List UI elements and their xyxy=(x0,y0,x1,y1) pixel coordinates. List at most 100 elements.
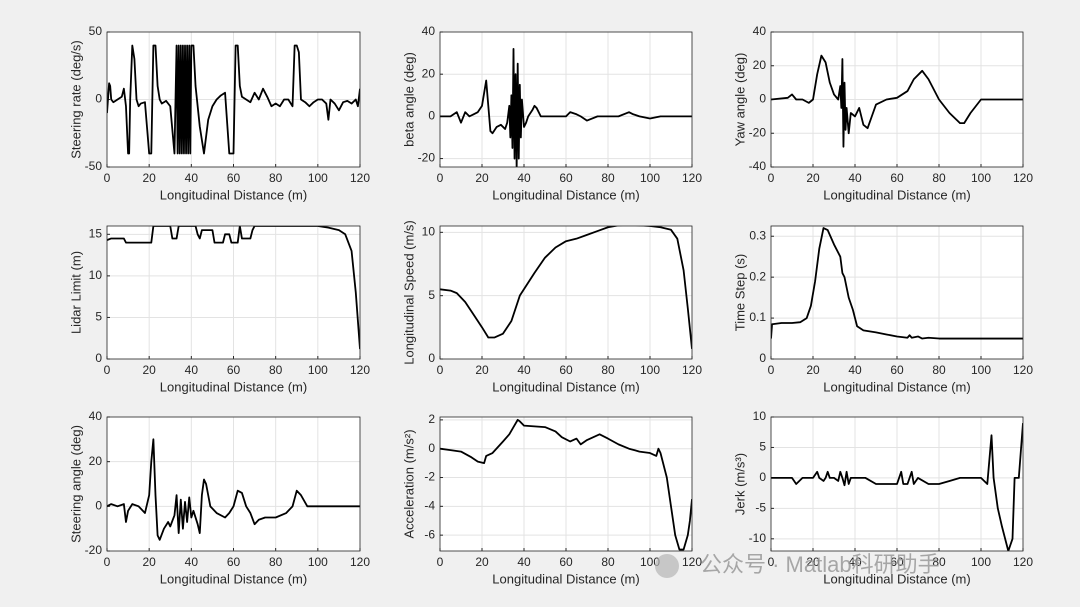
series xyxy=(771,54,1023,148)
y-tick-label: 15 xyxy=(89,226,103,240)
data-line xyxy=(107,44,360,155)
x-tick-label: 120 xyxy=(1013,363,1033,377)
y-tick-label: 0 xyxy=(95,351,102,365)
data-line xyxy=(107,438,360,541)
y-tick-label: -40 xyxy=(749,159,767,173)
series xyxy=(440,418,692,551)
x-tick-label: 80 xyxy=(932,363,946,377)
x-tick-label: 20 xyxy=(142,171,156,185)
x-tick-label: 40 xyxy=(848,363,862,377)
x-tick-label: 40 xyxy=(185,171,199,185)
y-tick-label: 40 xyxy=(422,24,436,38)
y-tick-label: 5 xyxy=(759,440,766,454)
x-tick-label: 120 xyxy=(682,171,702,185)
x-tick-label: 120 xyxy=(1013,555,1033,569)
x-tick-label: 80 xyxy=(269,555,283,569)
x-tick-label: 0 xyxy=(104,171,111,185)
x-tick-label: 20 xyxy=(475,555,489,569)
series xyxy=(440,226,692,349)
x-tick-label: 20 xyxy=(142,363,156,377)
axes-box xyxy=(439,225,693,360)
x-tick-label: 60 xyxy=(227,171,241,185)
y-tick-label: -4 xyxy=(424,499,435,513)
series xyxy=(771,423,1023,551)
series xyxy=(440,47,692,167)
axes-box xyxy=(106,416,361,552)
x-tick-label: 20 xyxy=(475,171,489,185)
y-tick-label: -50 xyxy=(85,159,103,173)
subplot: 0 20 40 60 80 100 120 0 0.1 0.2 0.3 Longitudinal Di… xyxy=(732,225,1033,394)
x-tick-label: 80 xyxy=(601,171,615,185)
y-tick-label: 0 xyxy=(759,470,766,484)
x-tick-label: 20 xyxy=(475,363,489,377)
x-axis-label: Longitudinal Distance (m) xyxy=(492,187,639,202)
x-axis-label: Longitudinal Distance (m) xyxy=(492,379,639,394)
y-tick-label: 10 xyxy=(422,225,436,239)
y-tick-label: 0 xyxy=(95,92,102,106)
x-tick-label: 0 xyxy=(437,363,444,377)
x-tick-label: 100 xyxy=(308,363,328,377)
axes-box xyxy=(106,225,361,360)
x-tick-label: 60 xyxy=(559,171,573,185)
data-line xyxy=(771,54,1023,148)
x-tick-label: 0 xyxy=(104,363,111,377)
y-tick-label: 5 xyxy=(428,288,435,302)
axes-box xyxy=(106,31,361,168)
x-tick-label: 40 xyxy=(517,555,531,569)
x-tick-label: 120 xyxy=(682,555,702,569)
x-tick-label: 40 xyxy=(517,171,531,185)
y-tick-label: 50 xyxy=(89,24,103,38)
data-line xyxy=(440,418,692,551)
x-axis-label: Longitudinal Distance (m) xyxy=(160,379,307,394)
x-tick-label: 40 xyxy=(848,555,862,569)
x-tick-label: 120 xyxy=(350,363,370,377)
y-tick-label: 20 xyxy=(89,454,103,468)
axes-box xyxy=(770,416,1024,552)
x-tick-label: 0 xyxy=(768,555,775,569)
data-line xyxy=(440,47,692,167)
x-tick-label: 80 xyxy=(269,171,283,185)
data-line xyxy=(771,423,1023,551)
x-tick-label: 0 xyxy=(768,171,775,185)
x-tick-label: 100 xyxy=(308,171,328,185)
y-tick-label: 0 xyxy=(759,92,766,106)
y-tick-label: 0 xyxy=(428,109,435,123)
y-tick-label: -20 xyxy=(749,125,767,139)
x-tick-label: 20 xyxy=(806,555,820,569)
x-tick-label: 60 xyxy=(227,363,241,377)
x-axis-label: Longitudinal Distance (m) xyxy=(823,571,970,586)
data-line xyxy=(771,227,1023,340)
subplot: 0 20 40 60 80 100 120 -10 -5 0 5 10 Longitudinal Dis… xyxy=(732,409,1033,586)
y-axis-label: Steering angle (deg) xyxy=(68,425,83,543)
y-axis-label: Lidar Limit (m) xyxy=(68,251,83,334)
axes-box xyxy=(770,31,1024,168)
x-tick-label: 60 xyxy=(890,555,904,569)
x-tick-label: 100 xyxy=(640,171,660,185)
x-tick-label: 20 xyxy=(142,555,156,569)
x-tick-label: 120 xyxy=(350,555,370,569)
x-tick-label: 60 xyxy=(890,171,904,185)
y-tick-label: 20 xyxy=(422,66,436,80)
series xyxy=(771,227,1023,340)
x-tick-label: 100 xyxy=(971,555,991,569)
subplot: 0 20 40 60 80 100 120 -40 -20 0 20 40 Longitudinal D… xyxy=(732,24,1033,202)
y-tick-label: -2 xyxy=(424,470,435,484)
y-axis-label: Longitudinal Speed (m/s) xyxy=(401,220,416,365)
x-tick-label: 0 xyxy=(104,555,111,569)
x-tick-label: 80 xyxy=(601,363,615,377)
x-axis-label: Longitudinal Distance (m) xyxy=(160,571,307,586)
axes-box xyxy=(439,31,693,168)
x-tick-label: 100 xyxy=(640,363,660,377)
y-tick-label: 0 xyxy=(95,499,102,513)
series xyxy=(107,44,360,155)
y-tick-label: 0 xyxy=(428,441,435,455)
y-tick-label: -6 xyxy=(424,527,435,541)
x-tick-label: 60 xyxy=(559,363,573,377)
y-tick-label: 0 xyxy=(759,351,766,365)
